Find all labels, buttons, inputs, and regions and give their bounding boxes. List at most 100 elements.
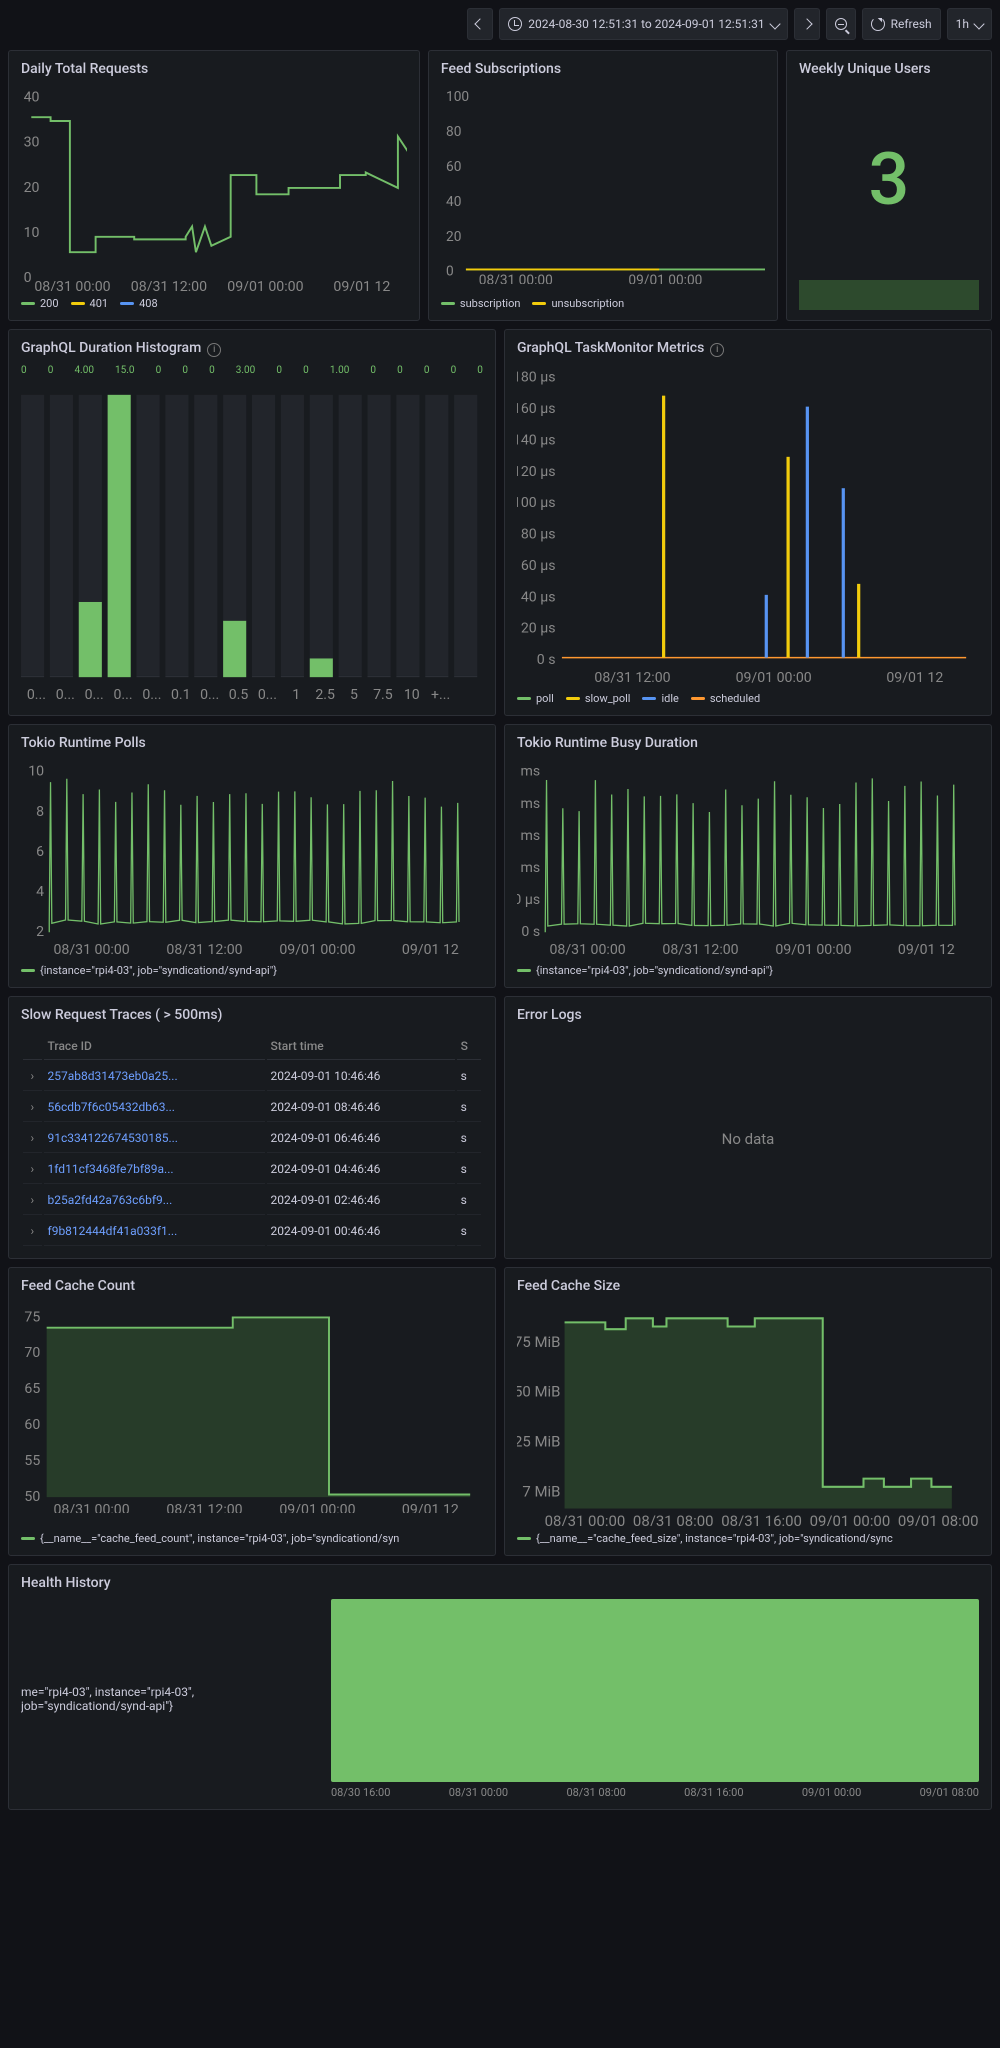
panel-slow-traces[interactable]: Slow Request Traces ( > 500ms) Trace IDS…	[8, 996, 496, 1259]
refresh-label: Refresh	[891, 17, 932, 31]
svg-text:1.5 ms: 1.5 ms	[517, 827, 540, 843]
panel-weekly-users[interactable]: Weekly Unique Users 3	[786, 50, 992, 321]
svg-text:0 s: 0 s	[537, 652, 556, 668]
legend-item: 200	[21, 297, 59, 310]
table-row[interactable]: ›b25a2fd42a763c6bf9...2024-09-01 02:46:4…	[23, 1186, 481, 1215]
table-row[interactable]: ›91c334122674530185...2024-09-01 06:46:4…	[23, 1124, 481, 1153]
expand-icon[interactable]: ›	[23, 1155, 42, 1184]
panel-tokio-busy[interactable]: Tokio Runtime Busy Duration 0 s500 µs1 m…	[504, 724, 992, 988]
refresh-icon	[871, 17, 885, 31]
panel-histogram[interactable]: GraphQL Duration Histogrami 004.0015.000…	[8, 329, 496, 716]
expand-icon[interactable]: ›	[23, 1062, 42, 1091]
expand-icon[interactable]: ›	[23, 1093, 42, 1122]
panel-title: Slow Request Traces ( > 500ms)	[21, 1007, 483, 1023]
panel-tokio-polls[interactable]: Tokio Runtime Polls 24681008/31 00:0008/…	[8, 724, 496, 988]
time-next-button[interactable]	[794, 8, 820, 40]
svg-text:09/01 12: 09/01 12	[886, 670, 943, 686]
info-icon[interactable]: i	[207, 343, 221, 357]
svg-text:0...: 0...	[142, 687, 161, 703]
x-axis-ticks: 08/30 16:0008/31 00:0008/31 08:0008/31 1…	[331, 1786, 979, 1799]
trace-id-link[interactable]: f9b812444df41a033f1...	[48, 1224, 178, 1238]
panel-title: Tokio Runtime Polls	[21, 735, 483, 751]
panel-title: Daily Total Requests	[21, 61, 407, 77]
table-row[interactable]: ›257ab8d31473eb0a25...2024-09-01 10:46:4…	[23, 1062, 481, 1091]
legend-item: slow_poll	[566, 692, 631, 705]
refresh-interval: 1h	[956, 17, 969, 31]
svg-text:0...: 0...	[85, 687, 104, 703]
legend-item: 408	[120, 297, 158, 310]
svg-text:7.25 MiB: 7.25 MiB	[517, 1432, 560, 1450]
svg-text:1 ms: 1 ms	[517, 860, 540, 876]
expand-icon[interactable]: ›	[23, 1217, 42, 1246]
svg-text:0.1: 0.1	[171, 687, 191, 703]
panel-title: Health History	[21, 1575, 979, 1591]
feed-count-chart: 50556065707508/31 00:0008/31 12:0009/01 …	[21, 1302, 483, 1514]
svg-text:60: 60	[24, 1417, 40, 1433]
svg-text:09/01 00:00: 09/01 00:00	[736, 670, 812, 686]
trace-id-link[interactable]: 91c334122674530185...	[48, 1131, 178, 1145]
trace-id-link[interactable]: 1fd11cf3468fe7bf89a...	[48, 1162, 174, 1176]
tokio-polls-chart: 24681008/31 00:0008/31 12:0009/01 00:000…	[21, 759, 483, 958]
svg-text:0...: 0...	[113, 687, 132, 703]
panel-title: Weekly Unique Users	[799, 61, 979, 77]
svg-text:70: 70	[24, 1345, 40, 1361]
panel-daily-requests[interactable]: Daily Total Requests 01020304008/31 00:0…	[8, 50, 420, 321]
legend-item: {__name__="cache_feed_count", instance="…	[21, 1532, 399, 1545]
time-range-picker[interactable]: 2024-08-30 12:51:31 to 2024-09-01 12:51:…	[499, 8, 787, 40]
svg-text:09/01 00:00: 09/01 00:00	[227, 279, 303, 291]
svg-text:10: 10	[404, 687, 420, 703]
legend: 200 401 408	[21, 297, 407, 310]
svg-text:20: 20	[446, 229, 461, 245]
panel-feed-subs[interactable]: Feed Subscriptions 02040608010008/31 00:…	[428, 50, 778, 321]
refresh-interval-picker[interactable]: 1h	[947, 8, 992, 40]
svg-text:7.50 MiB: 7.50 MiB	[517, 1382, 560, 1400]
traces-table: Trace IDStart timeS›257ab8d31473eb0a25..…	[21, 1031, 483, 1248]
time-range-text: 2024-08-30 12:51:31 to 2024-09-01 12:51:…	[528, 17, 764, 31]
table-row[interactable]: ›1fd11cf3468fe7bf89a...2024-09-01 04:46:…	[23, 1155, 481, 1184]
panel-title: Feed Cache Count	[21, 1278, 483, 1294]
trace-id-link[interactable]: b25a2fd42a763c6bf9...	[48, 1193, 173, 1207]
svg-text:09/01 12: 09/01 12	[898, 942, 955, 958]
legend-item: unsubscription	[532, 297, 624, 310]
svg-text:40: 40	[446, 194, 461, 210]
trace-id-link[interactable]: 257ab8d31473eb0a25...	[48, 1069, 178, 1083]
svg-text:60 µs: 60 µs	[521, 558, 556, 574]
time-prev-button[interactable]	[467, 8, 493, 40]
panel-feed-size[interactable]: Feed Cache Size 7 MiB7.25 MiB7.50 MiB7.7…	[504, 1267, 992, 1556]
svg-text:09/01 00:00: 09/01 00:00	[279, 942, 355, 958]
panel-health[interactable]: Health History me="rpi4-03", instance="r…	[8, 1564, 992, 1810]
table-row[interactable]: ›56cdb7f6c05432db63...2024-09-01 08:46:4…	[23, 1093, 481, 1122]
svg-text:0: 0	[446, 264, 454, 280]
info-icon[interactable]: i	[710, 343, 724, 357]
legend-item: 401	[71, 297, 109, 310]
panel-feed-count[interactable]: Feed Cache Count 50556065707508/31 00:00…	[8, 1267, 496, 1556]
refresh-button[interactable]: Refresh	[862, 8, 941, 40]
svg-text:0...: 0...	[56, 687, 75, 703]
svg-text:55: 55	[24, 1453, 40, 1469]
legend-item: subscription	[441, 297, 521, 310]
legend-item: scheduled	[691, 692, 760, 705]
panel-title: Tokio Runtime Busy Duration	[517, 735, 979, 751]
svg-text:09/01 00:00: 09/01 00:00	[628, 272, 702, 284]
svg-text:08/31 00:00: 08/31 00:00	[479, 272, 553, 284]
svg-text:50: 50	[24, 1488, 40, 1504]
svg-text:09/01 12: 09/01 12	[402, 942, 459, 958]
expand-icon[interactable]: ›	[23, 1186, 42, 1215]
trace-id-link[interactable]: 56cdb7f6c05432db63...	[48, 1100, 175, 1114]
panel-error-logs[interactable]: Error Logs No data	[504, 996, 992, 1259]
svg-text:500 µs: 500 µs	[517, 892, 540, 908]
table-row[interactable]: ›f9b812444df41a033f1...2024-09-01 00:46:…	[23, 1217, 481, 1246]
svg-text:10: 10	[28, 763, 44, 779]
svg-text:09/01 12: 09/01 12	[402, 1501, 459, 1513]
expand-icon[interactable]: ›	[23, 1124, 42, 1153]
svg-text:08/31 00:00: 08/31 00:00	[53, 942, 129, 958]
svg-text:140 µs: 140 µs	[517, 432, 556, 448]
health-series-label: me="rpi4-03", instance="rpi4-03", job="s…	[21, 1599, 331, 1799]
chevron-left-icon	[475, 18, 486, 29]
taskmonitor-chart: 0 s20 µs40 µs60 µs80 µs100 µs120 µs140 µ…	[517, 365, 979, 686]
panel-taskmonitor[interactable]: GraphQL TaskMonitor Metricsi 0 s20 µs40 …	[504, 329, 992, 716]
zoom-out-button[interactable]	[826, 8, 856, 40]
histogram-chart: 0...0...0...0...0...0.10...0.50...12.557…	[21, 382, 483, 703]
svg-text:30: 30	[24, 135, 40, 151]
svg-text:+...: +...	[431, 687, 450, 703]
